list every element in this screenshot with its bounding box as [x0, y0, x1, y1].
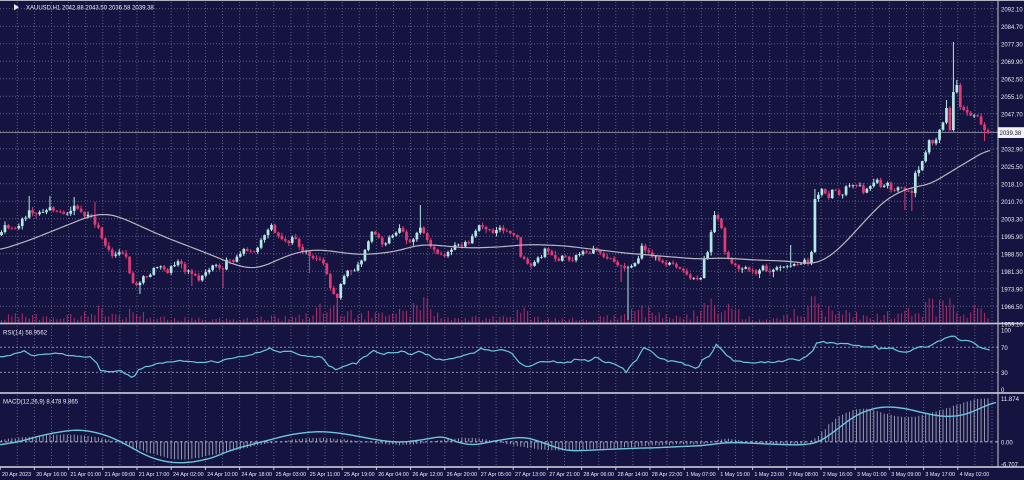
svg-text:24 Apr 18:00: 24 Apr 18:00: [241, 472, 272, 478]
svg-text:20 Apr 16:00: 20 Apr 16:00: [36, 472, 67, 478]
svg-text:26 Apr 12:00: 26 Apr 12:00: [412, 472, 443, 478]
svg-text:3 May 09:00: 3 May 09:00: [891, 472, 921, 478]
svg-text:25 Apr 19:00: 25 Apr 19:00: [344, 472, 375, 478]
svg-text:2025.50: 2025.50: [1001, 165, 1023, 171]
svg-text:24 Apr 10:00: 24 Apr 10:00: [207, 472, 238, 478]
svg-text:1 May 07:00: 1 May 07:00: [686, 472, 716, 478]
svg-text:0.00: 0.00: [1001, 440, 1013, 446]
svg-text:3 May 17:00: 3 May 17:00: [925, 472, 955, 478]
svg-text:2 May 08:00: 2 May 08:00: [789, 472, 819, 478]
svg-text:2084.70: 2084.70: [1001, 25, 1023, 31]
svg-text:1 May 23:00: 1 May 23:00: [754, 472, 784, 478]
svg-text:2092.10: 2092.10: [1001, 7, 1023, 13]
svg-text:2055.10: 2055.10: [1001, 95, 1023, 101]
svg-text:21 Apr 09:00: 21 Apr 09:00: [105, 472, 136, 478]
svg-text:-6.707: -6.707: [1001, 463, 1019, 469]
svg-text:25 Apr 03:00: 25 Apr 03:00: [276, 472, 307, 478]
svg-text:RSI(14) 58.9562: RSI(14) 58.9562: [3, 331, 48, 337]
svg-text:70: 70: [1001, 346, 1008, 352]
svg-text:27 Apr 21:00: 27 Apr 21:00: [549, 472, 580, 478]
svg-text:28 Apr 06:00: 28 Apr 06:00: [583, 472, 614, 478]
svg-text:27 Apr 05:00: 27 Apr 05:00: [481, 472, 512, 478]
svg-text:2003.30: 2003.30: [1001, 217, 1023, 223]
svg-text:20 Apr 2023: 20 Apr 2023: [2, 472, 31, 478]
svg-text:1995.90: 1995.90: [1001, 235, 1023, 241]
svg-text:1981.30: 1981.30: [1001, 270, 1023, 276]
svg-text:1959.10: 1959.10: [1001, 322, 1023, 328]
svg-text:1966.50: 1966.50: [1001, 305, 1023, 311]
svg-text:28 Apr 14:00: 28 Apr 14:00: [618, 472, 649, 478]
svg-text:26 Apr 04:00: 26 Apr 04:00: [378, 472, 409, 478]
svg-text:2032.90: 2032.90: [1001, 147, 1023, 153]
svg-text:XAUUSD,H1 2042.88 2043.50 2036: XAUUSD,H1 2042.88 2043.50 2036.58 2039.3…: [26, 6, 154, 12]
svg-text:21 Apr 17:00: 21 Apr 17:00: [139, 472, 170, 478]
svg-text:27 Apr 13:00: 27 Apr 13:00: [515, 472, 546, 478]
svg-text:30: 30: [1001, 371, 1008, 377]
svg-text:2077.30: 2077.30: [1001, 42, 1023, 48]
svg-text:1973.90: 1973.90: [1001, 287, 1023, 293]
svg-text:4 May 02:00: 4 May 02:00: [960, 472, 990, 478]
svg-text:2 May 16:00: 2 May 16:00: [823, 472, 853, 478]
svg-text:MACD(12,26,9) 8.478 9.865: MACD(12,26,9) 8.478 9.865: [3, 400, 79, 406]
svg-text:25 Apr 11:00: 25 Apr 11:00: [310, 472, 340, 478]
svg-text:3 May 01:00: 3 May 01:00: [857, 472, 887, 478]
svg-text:24 Apr 02:00: 24 Apr 02:00: [173, 472, 204, 478]
svg-text:0: 0: [1001, 388, 1005, 394]
svg-text:2047.70: 2047.70: [1001, 112, 1023, 118]
svg-text:2062.50: 2062.50: [1001, 77, 1023, 83]
svg-text:28 Apr 22:00: 28 Apr 22:00: [652, 472, 683, 478]
svg-text:26 Apr 20:00: 26 Apr 20:00: [447, 472, 478, 478]
svg-text:2018.10: 2018.10: [1001, 182, 1023, 188]
svg-text:21 Apr 01:00: 21 Apr 01:00: [70, 472, 101, 478]
svg-text:11.874: 11.874: [1001, 397, 1020, 403]
svg-text:1988.50: 1988.50: [1001, 252, 1023, 258]
svg-text:2039.38: 2039.38: [1000, 131, 1022, 137]
svg-text:2010.70: 2010.70: [1001, 200, 1023, 206]
svg-text:1 May 15:00: 1 May 15:00: [720, 472, 750, 478]
svg-text:100: 100: [1001, 329, 1012, 335]
svg-text:2069.90: 2069.90: [1001, 60, 1023, 66]
